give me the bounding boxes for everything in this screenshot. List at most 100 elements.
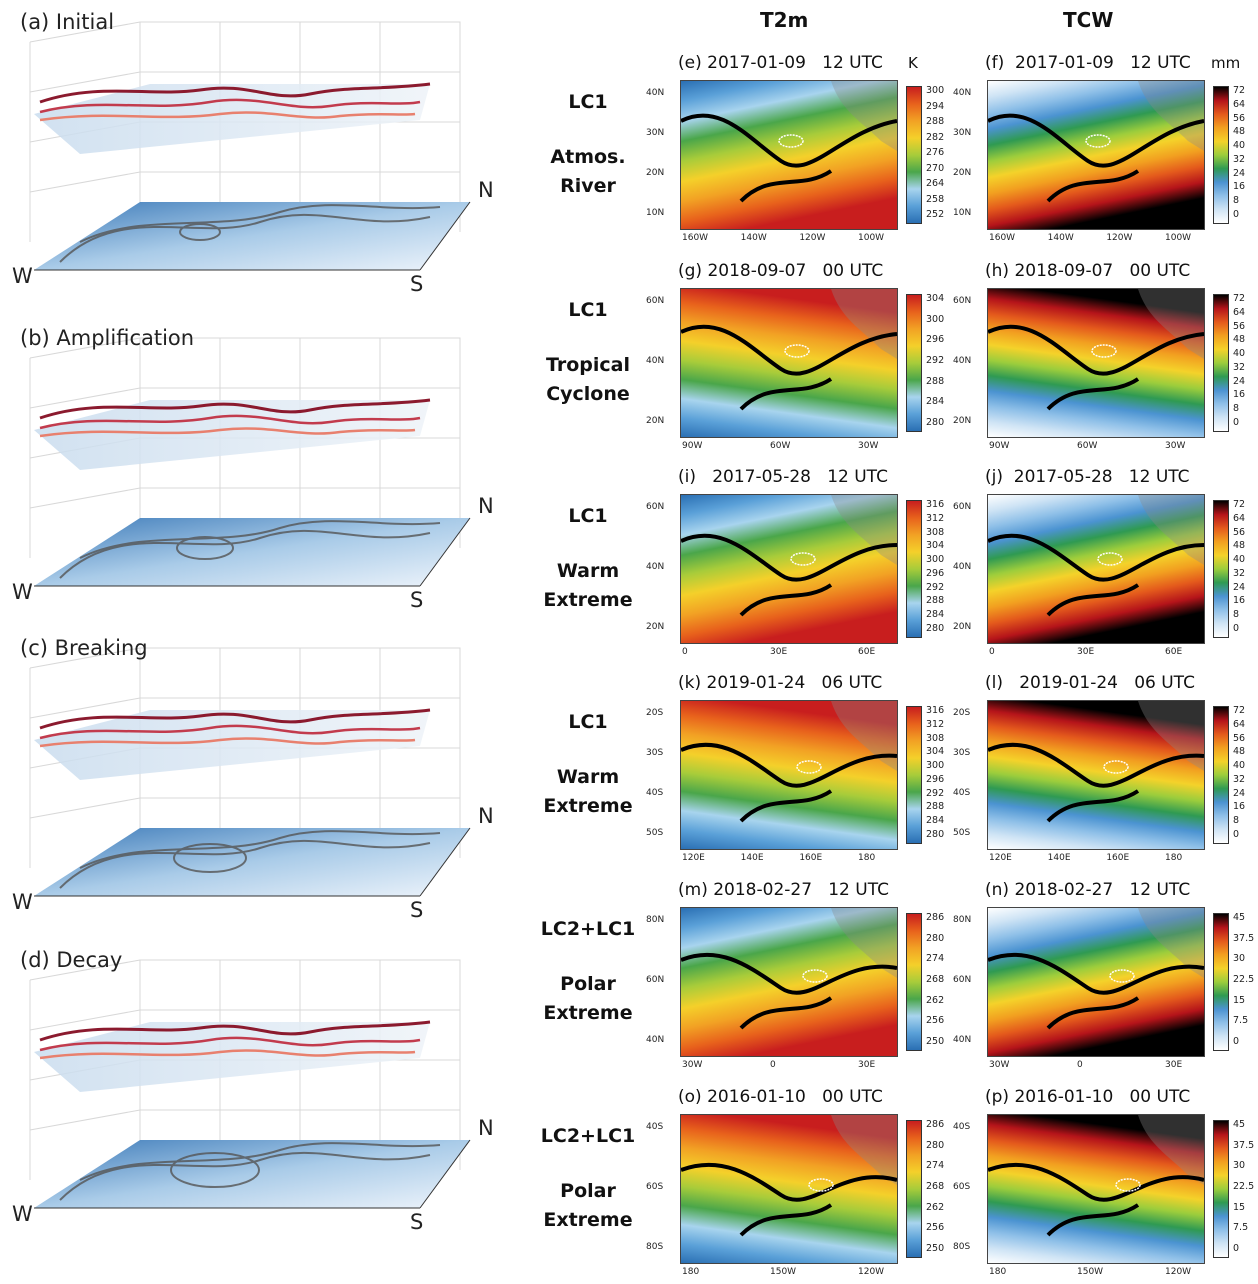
longitude-tick: 160W	[989, 233, 1016, 243]
colorbar-label: 300	[926, 760, 945, 772]
longitude-tick: 0	[1077, 1060, 1083, 1070]
tcw-field-map	[988, 1115, 1204, 1263]
column-header-t2m: T2m	[760, 8, 809, 32]
colorbar-label: 40	[1233, 140, 1246, 152]
latitude-tick: 20N	[646, 168, 665, 178]
longitude-tick: 140W	[740, 233, 767, 243]
longitude-tick: 0	[770, 1060, 776, 1070]
latitude-tick: 60S	[953, 1182, 971, 1192]
south-label: S	[410, 272, 424, 296]
colorbar-label: 40	[1233, 554, 1246, 566]
colorbar-label: 64	[1233, 98, 1246, 110]
t2m-map-title: (e) 2017-01-09 12 UTC	[678, 53, 883, 73]
colorbar-label: 22.5	[1233, 974, 1255, 985]
tcw-map	[987, 288, 1205, 438]
colorbar-label: 22.5	[1233, 1181, 1255, 1192]
longitude-tick: 90W	[682, 441, 703, 451]
colorbar-label: 45	[1233, 1119, 1246, 1130]
tcw-map	[987, 1114, 1205, 1264]
pv-contour-3	[39, 737, 416, 748]
tcw-colorbar	[1213, 913, 1229, 1051]
colorbar-label: 300	[926, 554, 945, 566]
latitude-tick: 60N	[646, 502, 665, 512]
tcw-field-map	[988, 81, 1204, 229]
colorbar-label: 0	[1233, 623, 1240, 634]
t2m-field-map	[681, 908, 897, 1056]
longitude-tick: 180	[682, 1267, 700, 1277]
colorbar-label: 7.5	[1233, 1015, 1249, 1027]
colorbar-label: 288	[926, 595, 945, 607]
longitude-tick: 150W	[1077, 1267, 1104, 1277]
colorbar-label: 64	[1233, 718, 1246, 730]
longitude-tick: 180	[858, 853, 876, 863]
colorbar-label: 250	[926, 1243, 945, 1254]
colorbar-label: 304	[926, 293, 945, 304]
colorbar-label: 296	[926, 334, 945, 346]
latitude-tick: 60N	[953, 502, 972, 512]
colorbar-label: 262	[926, 1201, 945, 1213]
pv-contour-1	[39, 1020, 431, 1042]
colorbar-label: 256	[926, 1222, 945, 1234]
south-label: S	[410, 588, 424, 612]
colorbar-label: 280	[926, 1139, 945, 1151]
latitude-tick: 20N	[646, 622, 665, 632]
latitude-tick: 20N	[953, 622, 972, 632]
colorbar-label: 300	[926, 313, 945, 325]
row-label: LC1 Tropical Cyclone	[540, 296, 636, 409]
tcw-unit: mm	[1211, 54, 1241, 72]
t2m-map-title: (i) 2017-05-28 12 UTC	[678, 467, 888, 487]
colorbar-label: 72	[1233, 705, 1246, 716]
colorbar-label: 8	[1233, 195, 1240, 207]
colorbar-label: 294	[926, 100, 945, 112]
colorbar-label: 280	[926, 417, 945, 428]
t2m-colorbar	[906, 500, 922, 638]
latitude-tick: 60S	[646, 1182, 664, 1192]
colorbar-label: 288	[926, 375, 945, 387]
colorbar-label: 312	[926, 512, 945, 524]
tcw-colorbar	[1213, 500, 1229, 638]
schematic-3d-box	[29, 21, 471, 271]
longitude-tick: 150W	[770, 1267, 797, 1277]
west-label: W	[12, 264, 33, 288]
colorbar-label: 30	[1233, 953, 1246, 965]
tcw-colorbar	[1213, 706, 1229, 844]
pv-contour-1	[39, 708, 431, 730]
colorbar-label: 262	[926, 994, 945, 1006]
t2m-field-map	[681, 81, 897, 229]
pv-contour-2	[39, 98, 421, 114]
latitude-tick: 20N	[646, 416, 665, 426]
colorbar-label: 250	[926, 1036, 945, 1047]
colorbar-label: 15	[1233, 994, 1246, 1006]
pv-contour-3	[39, 111, 416, 122]
pv-contour-2	[39, 1036, 421, 1052]
tcw-map	[987, 494, 1205, 644]
colorbar-label: 40	[1233, 348, 1246, 360]
t2m-field-map	[681, 495, 897, 643]
latitude-tick: 40N	[953, 356, 972, 366]
longitude-tick: 60W	[770, 441, 791, 451]
west-label: W	[12, 890, 33, 914]
pv-contour-1	[39, 82, 431, 104]
colorbar-label: 276	[926, 147, 945, 158]
upper-level-plane	[34, 84, 430, 154]
event-label: Extreme	[543, 795, 633, 817]
colorbar-label: 45	[1233, 912, 1246, 923]
colorbar-label: 37.5	[1233, 1139, 1255, 1151]
colorbar-label: 292	[926, 355, 945, 366]
colorbar-label: 24	[1233, 787, 1246, 799]
colorbar-label: 48	[1233, 540, 1246, 552]
colorbar-label: 32	[1233, 153, 1246, 165]
latitude-tick: 20N	[953, 416, 972, 426]
event-label: Warm	[556, 766, 620, 788]
colorbar-label: 72	[1233, 499, 1246, 510]
t2m-map	[680, 700, 898, 850]
longitude-tick: 120E	[989, 853, 1012, 863]
pv-contour-1	[39, 398, 431, 420]
latitude-tick: 20N	[953, 168, 972, 178]
west-label: W	[12, 580, 33, 604]
t2m-field-map	[681, 1115, 897, 1263]
t2m-map	[680, 494, 898, 644]
latitude-tick: 60N	[646, 296, 665, 306]
event-label: Extreme	[543, 1209, 633, 1231]
colorbar-label: 24	[1233, 375, 1246, 387]
